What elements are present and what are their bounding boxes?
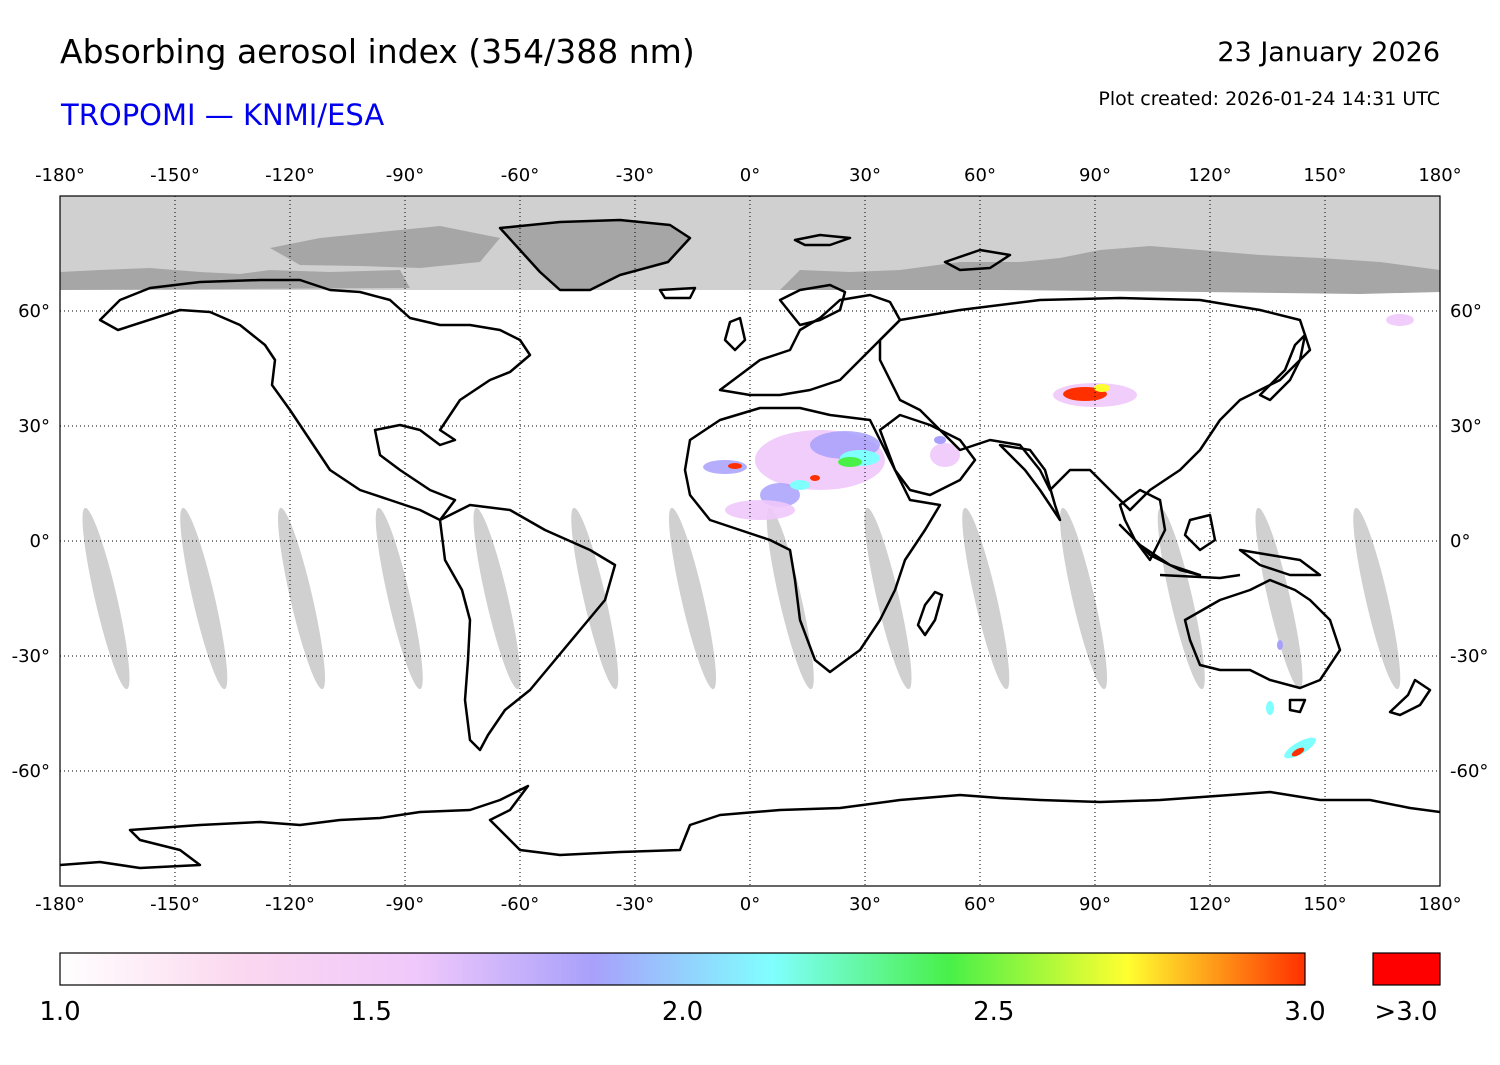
- orbit-gap-swath: [962, 507, 1010, 690]
- colorbar-overflow-label: >3.0: [1374, 997, 1437, 1027]
- colorbar-tick-label: 2.0: [662, 997, 703, 1027]
- orbit-gap-swath: [1059, 507, 1108, 690]
- coastlines: [60, 218, 1440, 870]
- latitude-tick-label: 0°: [1450, 531, 1470, 552]
- plot-created-timestamp: Plot created: 2026-01-24 14:31 UTC: [1098, 88, 1440, 110]
- latitude-tick-label: -60°: [1450, 761, 1488, 782]
- latitude-tick-label: -30°: [1450, 646, 1488, 667]
- longitude-tick-label: 150°: [1303, 165, 1346, 186]
- longitude-tick-label: -120°: [265, 894, 315, 915]
- longitude-tick-label: -60°: [501, 165, 539, 186]
- longitude-tick-label: -30°: [616, 894, 654, 915]
- latitude-labels-left: 60° 30° 0° -30° -60°: [12, 301, 50, 782]
- longitude-tick-label: -60°: [501, 894, 539, 915]
- colorbar-tick-label: 2.5: [973, 997, 1014, 1027]
- longitude-tick-label: -30°: [616, 165, 654, 186]
- longitude-tick-label: 180°: [1418, 894, 1461, 915]
- latitude-tick-label: 30°: [1450, 416, 1482, 437]
- orbit-gap-swath: [571, 507, 619, 690]
- colorbar-tick-label: 3.0: [1284, 997, 1325, 1027]
- longitude-tick-label: 30°: [849, 894, 881, 915]
- arctic-land-gray: [60, 220, 1440, 294]
- longitude-labels-bottom: -180° -150° -120° -90° -60° -30° 0° 30° 60° 90° 12…: [35, 894, 1462, 915]
- longitude-tick-label: 0°: [740, 165, 760, 186]
- latitude-labels-right: 60° 30° 0° -30° -60°: [1450, 301, 1488, 782]
- latitude-tick-label: -30°: [12, 646, 50, 667]
- orbit-gap-swath: [180, 507, 228, 690]
- longitude-tick-label: 90°: [1079, 165, 1111, 186]
- orbit-gap-swath: [1353, 507, 1401, 690]
- longitude-tick-label: 30°: [849, 165, 881, 186]
- longitude-tick-label: -120°: [265, 165, 315, 186]
- longitude-tick-label: 60°: [964, 165, 996, 186]
- aerosol-plumes: [703, 314, 1414, 759]
- longitude-tick-label: 90°: [1079, 894, 1111, 915]
- orbit-gap-swaths: [82, 507, 1401, 690]
- orbit-gap-swath: [473, 507, 521, 690]
- longitude-tick-label: -180°: [35, 894, 85, 915]
- latitude-tick-label: 60°: [18, 301, 50, 322]
- longitude-tick-label: 120°: [1188, 894, 1231, 915]
- longitude-tick-label: 120°: [1188, 165, 1231, 186]
- longitude-tick-label: -90°: [386, 894, 424, 915]
- map-subtitle: TROPOMI — KNMI/ESA: [61, 98, 385, 132]
- longitude-labels-top: -180° -150° -120° -90° -60° -30° 0° 30° 60° 90° 12…: [35, 165, 1462, 186]
- latitude-tick-label: 60°: [1450, 301, 1482, 322]
- graticule: [60, 196, 1440, 886]
- orbit-gap-swath: [1255, 507, 1303, 690]
- colorbar-tick-labels: 1.0 1.5 2.0 2.5 3.0: [39, 997, 1325, 1027]
- latitude-tick-label: 0°: [30, 531, 50, 552]
- longitude-tick-label: 0°: [740, 894, 760, 915]
- colorbar-gradient: [59, 952, 1306, 986]
- longitude-tick-label: 180°: [1418, 165, 1461, 186]
- longitude-tick-label: -90°: [386, 165, 424, 186]
- longitude-tick-label: 60°: [964, 894, 996, 915]
- map-date: 23 January 2026: [1217, 37, 1440, 68]
- map-frame: [59, 195, 1441, 887]
- map-title: Absorbing aerosol index (354/388 nm): [60, 32, 695, 71]
- colorbar-overflow-swatch: [1372, 952, 1441, 986]
- orbit-gap-swath: [864, 507, 912, 690]
- orbit-gap-swath: [1157, 507, 1205, 690]
- orbit-gap-swath: [766, 507, 814, 690]
- orbit-gap-swath: [277, 507, 326, 690]
- colorbar-tick-label: 1.5: [351, 997, 392, 1027]
- orbit-gap-swath: [82, 507, 130, 690]
- orbit-gap-swath: [375, 507, 423, 690]
- longitude-tick-label: -180°: [35, 165, 85, 186]
- longitude-tick-label: 150°: [1303, 894, 1346, 915]
- latitude-tick-label: 30°: [18, 416, 50, 437]
- orbit-gap-swath: [668, 507, 717, 690]
- latitude-tick-label: -60°: [12, 761, 50, 782]
- colorbar-tick-label: 1.0: [39, 997, 80, 1027]
- longitude-tick-label: -150°: [150, 894, 200, 915]
- longitude-tick-label: -150°: [150, 165, 200, 186]
